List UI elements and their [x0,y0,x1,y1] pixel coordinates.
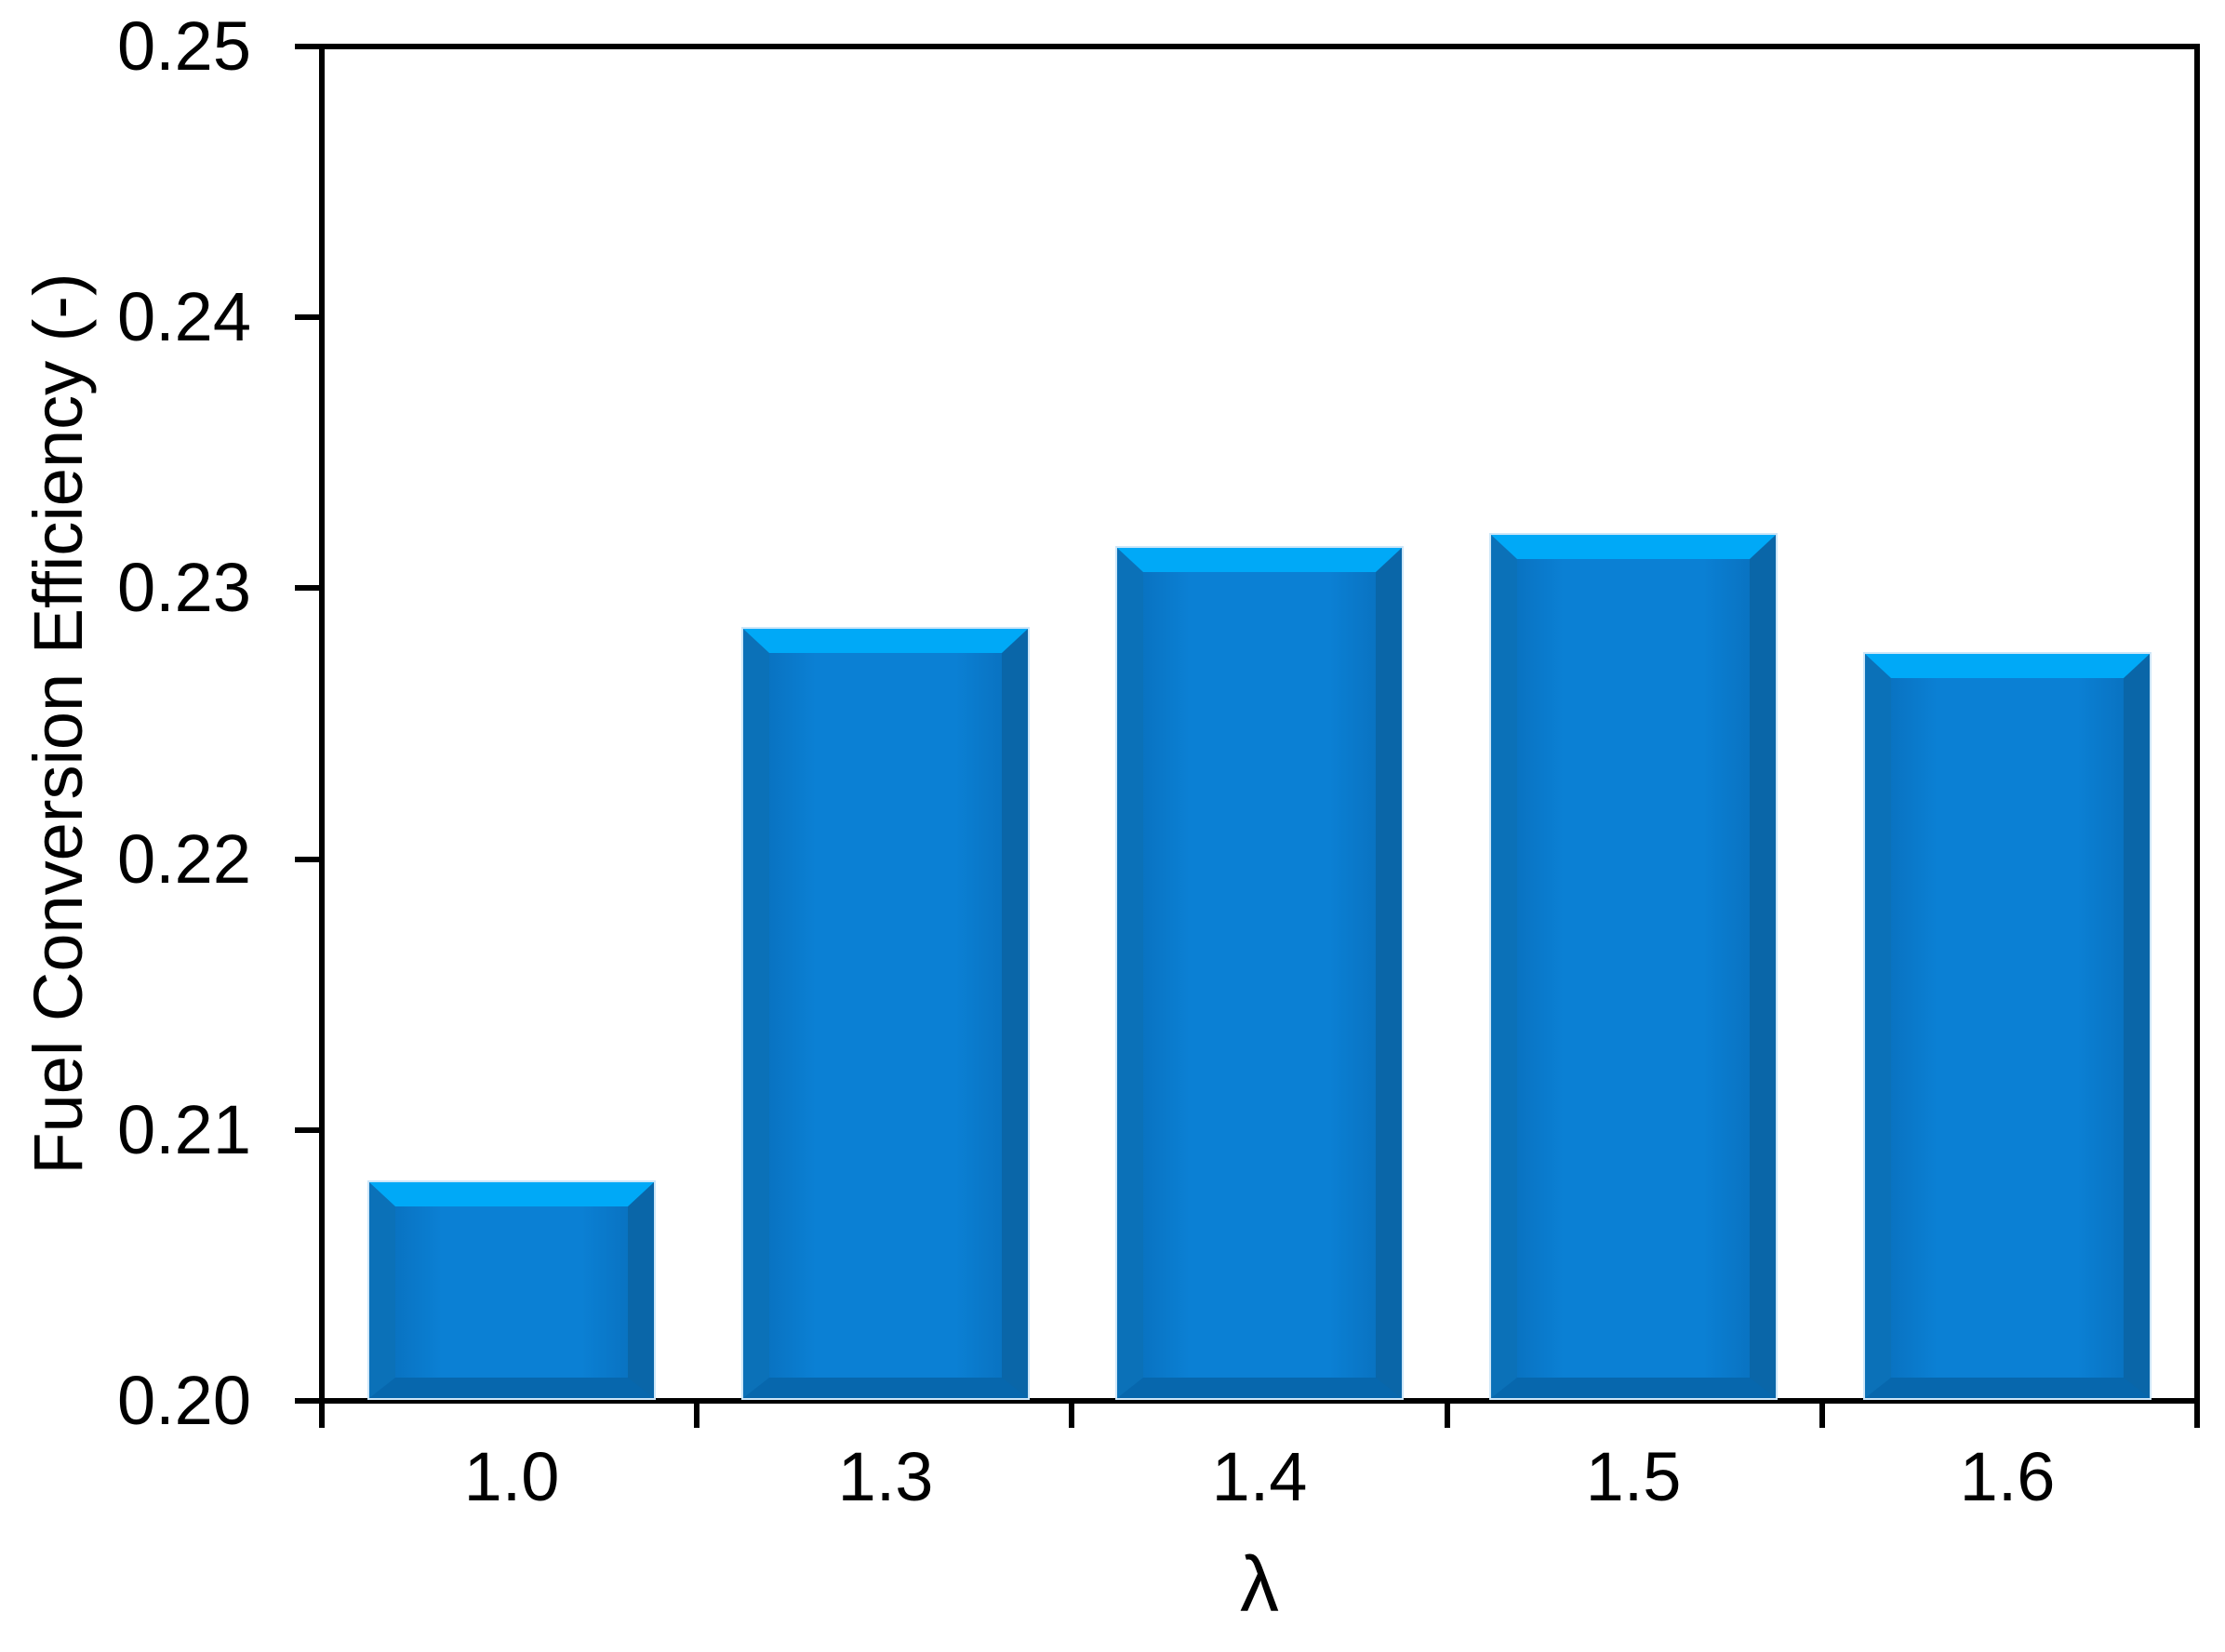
y-tick-0.23 [295,585,319,591]
x-axis-title: λ [1240,1540,1279,1628]
y-tick-0.22 [295,857,319,862]
y-tick-0.25 [295,44,319,49]
y-tick-label-0.24: 0.24 [116,278,251,355]
x-tick-label-1.4: 1.4 [1211,1438,1308,1515]
y-tick-0.24 [295,314,319,320]
x-tick-3 [1445,1404,1450,1428]
x-tick-label-1.6: 1.6 [1959,1438,2056,1515]
y-tick-label-0.25: 0.25 [116,7,251,85]
x-tick-label-1.0: 1.0 [463,1438,560,1515]
bar-1.5 [1491,535,1776,1398]
y-tick-0.21 [295,1127,319,1133]
bar-1.6 [1865,654,2150,1398]
x-tick-0 [319,1404,325,1428]
x-tick-label-1.5: 1.5 [1585,1438,1682,1515]
plot-area [319,44,2200,1404]
y-tick-label-0.21: 0.21 [116,1091,251,1168]
bar-1.0 [369,1182,654,1398]
x-tick-2 [1069,1404,1074,1428]
x-tick-4 [1819,1404,1825,1428]
y-axis-title: Fuel Conversion Efficiency (-) [20,273,97,1175]
x-tick-1 [694,1404,699,1428]
bar-1.4 [1117,548,1402,1398]
x-tick-label-1.3: 1.3 [837,1438,934,1515]
bar-1.3 [743,629,1028,1398]
y-tick-label-0.20: 0.20 [116,1362,251,1439]
y-tick-label-0.23: 0.23 [116,549,251,626]
y-tick-0.20 [295,1398,319,1404]
y-tick-label-0.22: 0.22 [116,820,251,898]
x-tick-5 [2194,1404,2200,1428]
